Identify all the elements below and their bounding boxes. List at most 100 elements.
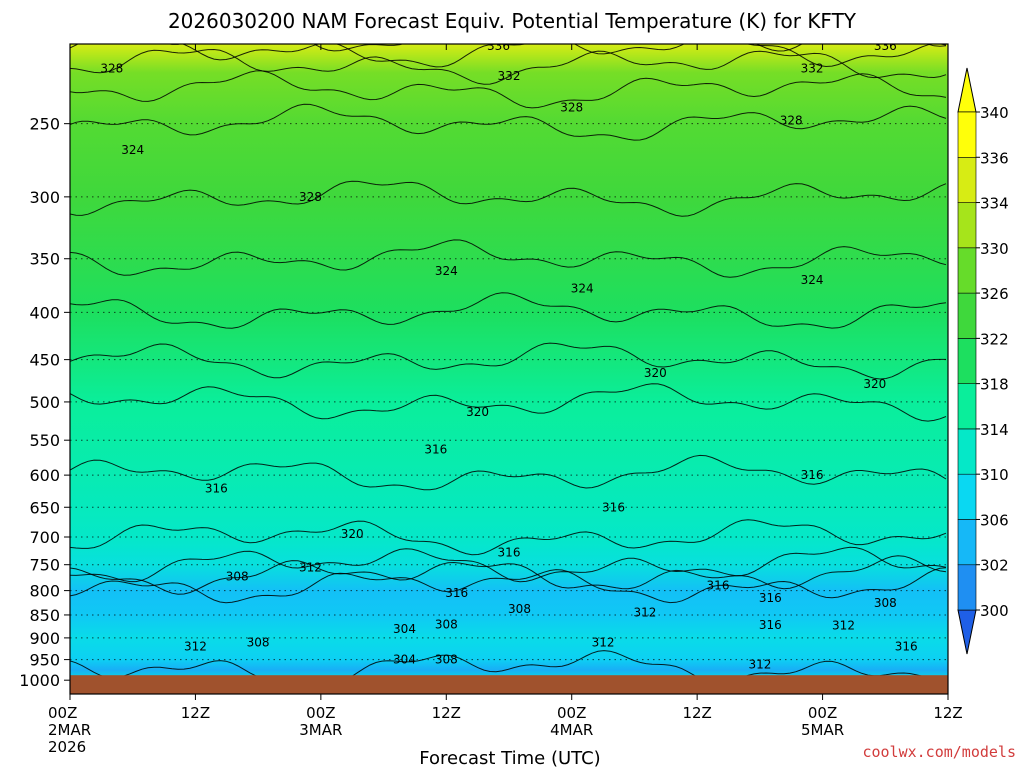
y-tick-label: 800 [29, 582, 60, 601]
colorbar-tick-label: 336 [980, 149, 1009, 167]
contour-label: 316 [205, 481, 228, 495]
contour-line [70, 555, 947, 595]
contour-label: 320 [466, 405, 489, 419]
y-tick-label: 250 [29, 115, 60, 134]
contour-label: 304 [393, 653, 416, 667]
contour-label: 308 [508, 602, 531, 616]
y-tick-label: 400 [29, 303, 60, 322]
contour-label: 308 [874, 596, 897, 610]
x-tick-label-line: 2026 [48, 738, 86, 756]
plot-area: 336 336 328 332 332 328 328 324 328 324 324 324 320 3… [70, 39, 948, 694]
contour-label: 316 [759, 618, 782, 632]
colorbar-tick-label: 322 [980, 330, 1009, 348]
colorbar-bottom-arrow [957, 609, 977, 655]
colorbar-tick-label: 302 [980, 557, 1009, 575]
colorbar-tick-label: 314 [980, 421, 1009, 439]
contour-line [70, 70, 947, 109]
contour-line [70, 519, 947, 556]
y-tick-label: 750 [29, 556, 60, 575]
ground-below-surface [70, 675, 948, 694]
contour-label: 308 [435, 617, 458, 631]
colorbar-tick-label: 340 [980, 104, 1009, 122]
colorbar-swatch [957, 292, 977, 339]
contour-label: 316 [801, 468, 824, 482]
contour-label: 320 [341, 527, 364, 541]
contour-line [70, 383, 947, 422]
contour-label: 328 [299, 190, 322, 204]
contour-line [70, 44, 947, 68]
chart-title: 2026030200 NAM Forecast Equiv. Potential… [168, 9, 857, 33]
colorbar-swatch [957, 111, 977, 158]
contour-label: 328 [100, 62, 123, 76]
colorbar-swatch [957, 473, 977, 520]
contour-label: 324 [801, 273, 824, 287]
contour-label: 316 [707, 579, 730, 593]
x-tick-label-line: 5MAR [801, 721, 844, 739]
colorbar: 300 302 306 310 314 318 322 326 330 334 336 340 [957, 67, 1009, 655]
x-tick-label-line: 00Z [306, 704, 335, 722]
x-tick-label-line: 00Z [557, 704, 586, 722]
x-tick-label: 00Z 5MAR [801, 704, 844, 739]
theta-e-field [70, 44, 948, 694]
contour-label: 308 [247, 635, 270, 649]
x-tick-label-line: 4MAR [550, 721, 593, 739]
contour-lines [70, 44, 947, 686]
contour-line [70, 342, 946, 380]
contour-label: 332 [801, 62, 824, 76]
contour-label: 312 [633, 606, 656, 620]
colorbar-swatch [957, 202, 977, 249]
contour-line [70, 546, 947, 583]
contour-line [70, 103, 947, 141]
x-axis-label: Forecast Time (UTC) [419, 748, 600, 768]
y-tick-label: 650 [29, 498, 60, 517]
colorbar-tick-label: 334 [980, 195, 1009, 213]
x-tick-label-line: 00Z [48, 704, 77, 722]
contour-line [70, 650, 947, 686]
x-tick-label: 12Z [933, 704, 962, 722]
x-tick-label-line: 2MAR [48, 721, 91, 739]
colorbar-tick-label: 318 [980, 376, 1009, 394]
colorbar-swatch [957, 338, 977, 384]
colorbar-swatch [957, 428, 977, 475]
contour-label: 316 [759, 591, 782, 605]
contour-label: 336 [487, 39, 510, 53]
y-tick-label: 700 [29, 528, 60, 547]
contour-label: 328 [780, 113, 803, 127]
colorbar-tick-label: 300 [980, 602, 1009, 620]
x-tick-label-line: 12Z [682, 704, 711, 722]
colorbar-tick-label: 330 [980, 240, 1009, 258]
contour-label: 312 [748, 658, 771, 672]
colorbar-swatch [957, 519, 977, 566]
x-tick-label: 00Z 3MAR [299, 704, 342, 739]
x-tick-label: 12Z [432, 704, 461, 722]
y-tick-label: 450 [29, 351, 60, 370]
x-tick-label-line: 00Z [808, 704, 837, 722]
y-tick-label: 300 [29, 188, 60, 207]
contour-label: 320 [863, 377, 886, 391]
contour-label: 328 [560, 100, 583, 114]
contour-label: 324 [121, 143, 144, 157]
x-tick-label-line: 12Z [432, 704, 461, 722]
contour-label: 316 [445, 586, 468, 600]
contour-label: 324 [435, 264, 458, 278]
contour-label: 332 [498, 69, 521, 83]
colorbar-swatch [957, 247, 977, 294]
contour-line [70, 180, 947, 217]
contour-labels: 336 336 328 332 332 328 328 324 328 324 324 324 320 3… [100, 39, 918, 672]
x-tick-label: 00Z 4MAR [550, 704, 593, 739]
y-tick-label: 1000 [19, 671, 60, 690]
contour-label: 316 [895, 640, 918, 654]
y-tick-label: 550 [29, 431, 60, 450]
contour-line [167, 44, 947, 52]
colorbar-swatch [957, 564, 977, 611]
y-axis-pressure-ticks: 250 300 350 400 450 500 550 600 650 700 750 800 850 9… [19, 115, 70, 690]
contour-label: 304 [393, 622, 416, 636]
y-tick-label: 500 [29, 393, 60, 412]
contour-line [70, 454, 947, 491]
colorbar-tick-label: 326 [980, 285, 1009, 303]
contour-label: 312 [184, 640, 207, 654]
contour-line [70, 292, 947, 329]
contour-label: 312 [592, 635, 615, 649]
y-tick-label: 900 [29, 629, 60, 648]
